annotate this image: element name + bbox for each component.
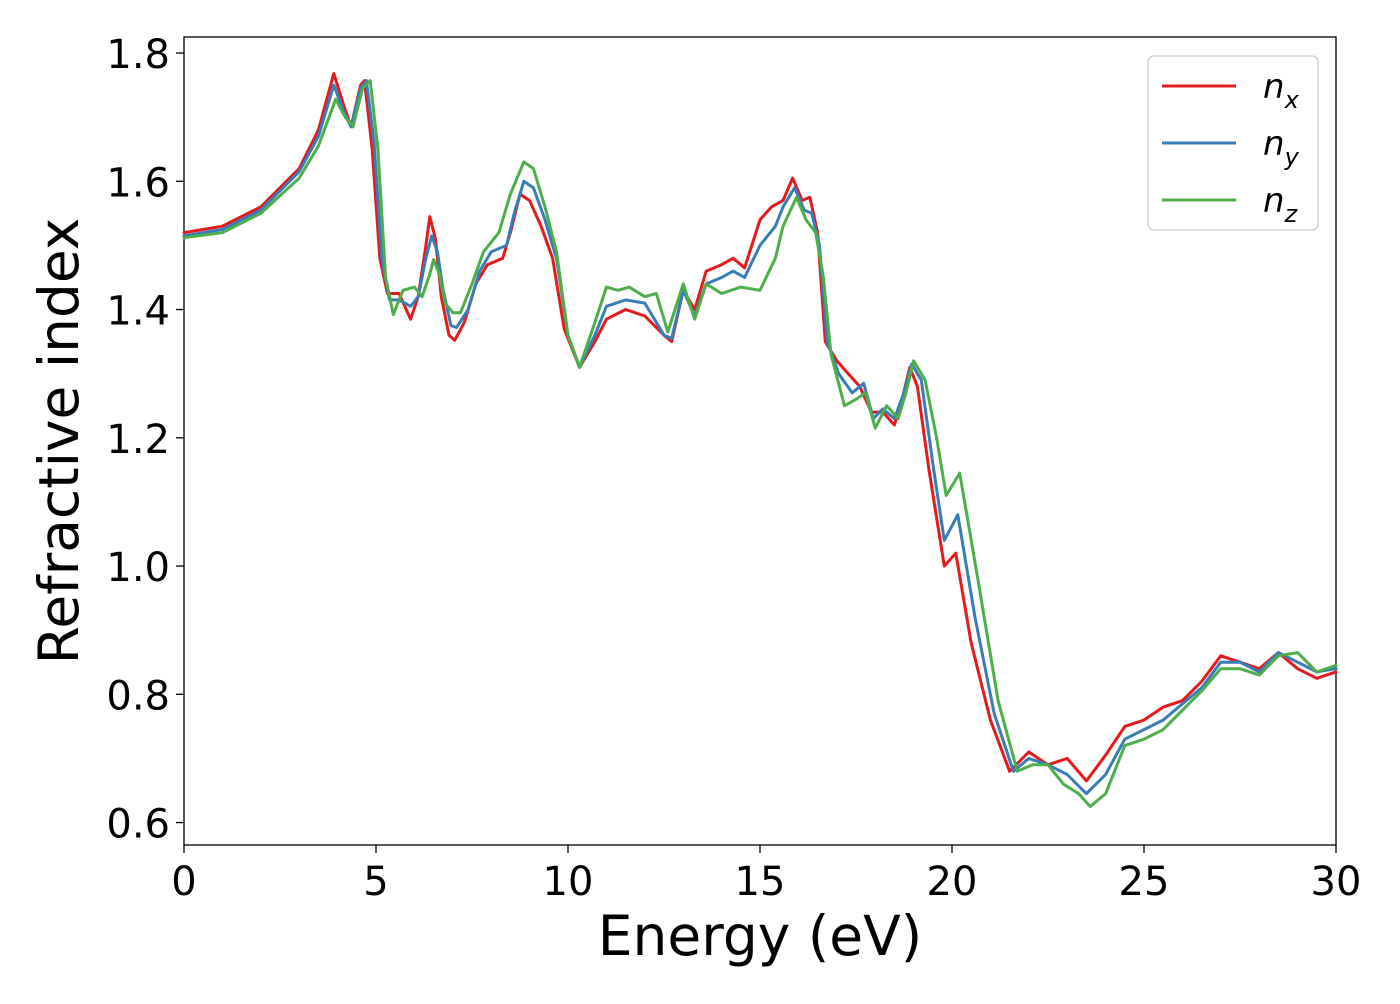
legend-label-n-x: nx xyxy=(1263,67,1300,114)
x-tick-label: 10 xyxy=(543,859,594,905)
y-tick-label: 0.6 xyxy=(106,802,170,848)
series-layer xyxy=(182,72,1338,808)
y-tick-label: 0.8 xyxy=(106,673,170,719)
series-line-n-x xyxy=(182,72,1338,783)
x-axis-title: Energy (eV) xyxy=(598,904,922,968)
x-tick-label: 5 xyxy=(363,859,388,905)
y-tick-label: 1.8 xyxy=(106,32,170,78)
y-tick-label: 1.0 xyxy=(106,545,170,591)
x-tick-label: 30 xyxy=(1311,859,1362,905)
x-tick-label: 0 xyxy=(171,859,196,905)
x-tick-label: 25 xyxy=(1119,859,1170,905)
y-tick-label: 1.2 xyxy=(106,417,170,463)
axes: 0 5 10 15 20 25 30 0.6 0.8 1.0 1.2 1.4 1.6 1.8 xyxy=(106,32,1361,905)
y-tick-label: 1.4 xyxy=(106,289,170,335)
y-axis-title: Refractive index xyxy=(27,218,91,665)
series-line-n-y xyxy=(182,79,1338,796)
series-line-n-z xyxy=(182,79,1338,808)
legend-label-n-z: nz xyxy=(1263,181,1299,228)
y-tick-label: 1.6 xyxy=(106,160,170,206)
x-tick-label: 20 xyxy=(927,859,978,905)
legend: nx ny nz xyxy=(1147,55,1319,231)
x-tick-label: 15 xyxy=(735,859,786,905)
legend-label-n-y: ny xyxy=(1263,124,1300,171)
